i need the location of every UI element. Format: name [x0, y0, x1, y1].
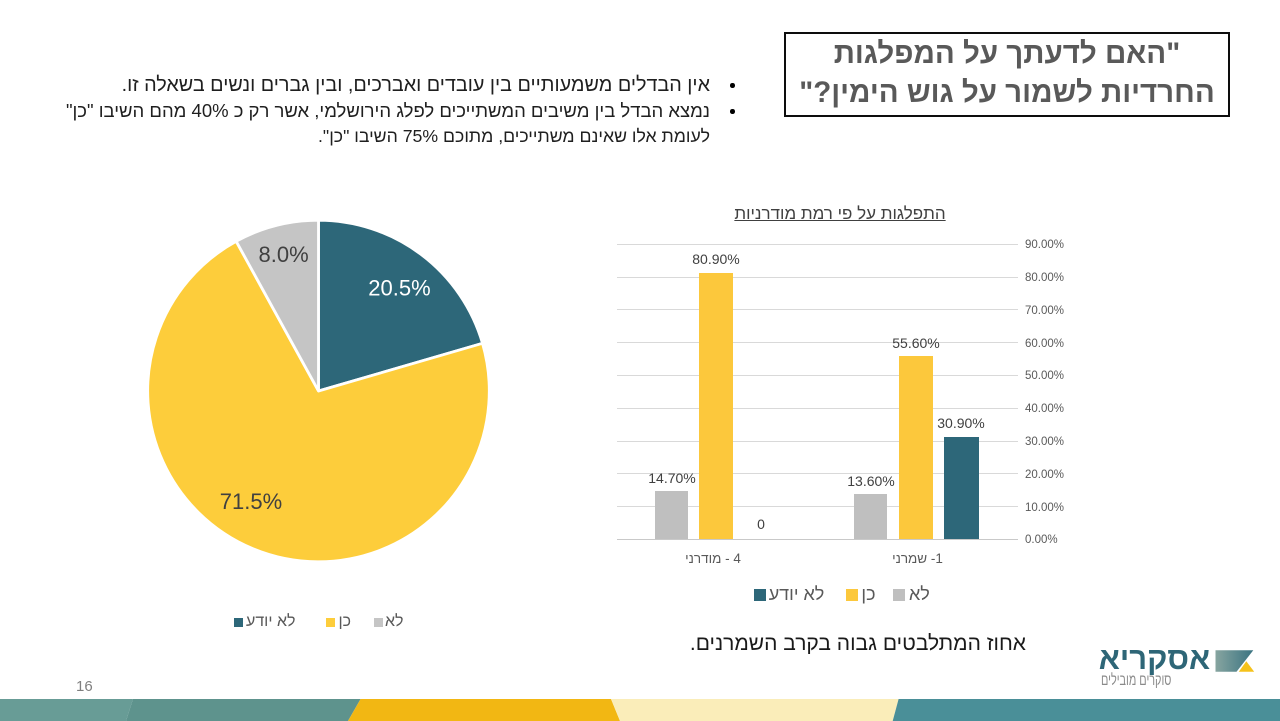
svg-text:20.5%: 20.5%	[368, 276, 430, 301]
svg-text:71.5%: 71.5%	[220, 489, 282, 514]
svg-text:8.0%: 8.0%	[259, 242, 309, 267]
